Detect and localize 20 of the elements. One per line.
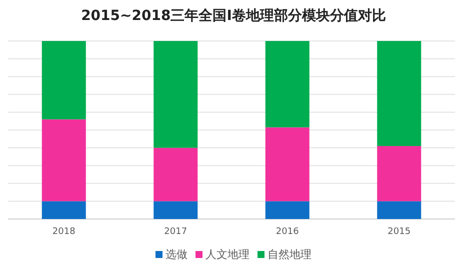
legend-label: 人文地理: [206, 248, 250, 261]
bar: [42, 41, 86, 120]
bar: [377, 201, 422, 219]
bar: [377, 146, 422, 202]
bar: [154, 41, 198, 148]
bar: [154, 201, 198, 219]
x-tick-label: 2017: [164, 227, 188, 237]
bar: [265, 201, 310, 219]
x-tick-label: 2016: [276, 227, 300, 237]
chart-title: 2015~2018三年全国I卷地理部分模块分值对比: [81, 7, 386, 24]
bar: [377, 41, 422, 146]
bar: [265, 41, 310, 128]
bar: [265, 127, 310, 202]
x-tick-label: 2015: [388, 227, 411, 237]
x-tick-label: 2018: [52, 227, 76, 237]
bar: [154, 148, 198, 202]
bar: [42, 201, 86, 219]
legend-label: 选做: [166, 248, 188, 261]
bar: [42, 119, 86, 202]
legend-label: 自然地理: [268, 248, 312, 261]
